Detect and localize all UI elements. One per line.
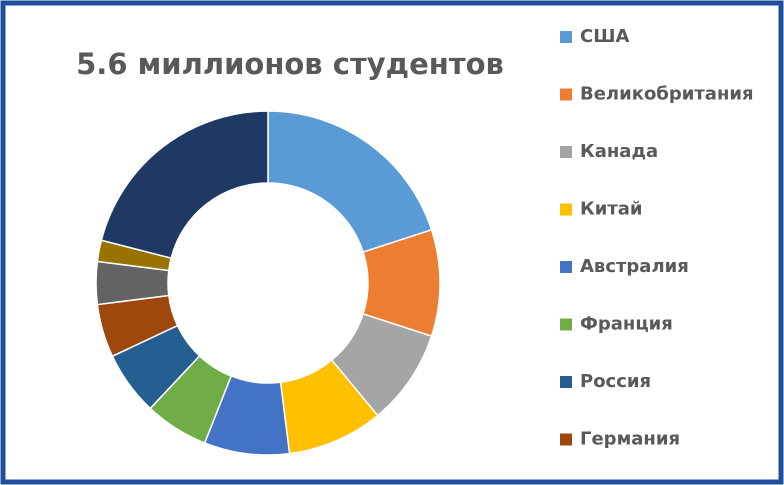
legend-label: Германия: [580, 429, 680, 450]
legend-label: Франция: [580, 314, 673, 335]
legend-label: Канада: [580, 141, 658, 162]
legend-label: Россия: [580, 371, 651, 392]
legend-swatch: [560, 318, 572, 331]
legend-swatch: [560, 88, 572, 101]
legend-swatch: [560, 146, 572, 158]
chart-title: 5.6 миллионов студентов: [76, 47, 504, 81]
legend-label: Великобритания: [580, 84, 754, 105]
legend-swatch: [560, 433, 572, 446]
legend-label: Китай: [580, 199, 643, 220]
legend-label: США: [580, 26, 629, 47]
legend-swatch: [560, 203, 572, 216]
legend-swatch: [560, 376, 572, 388]
legend-swatch: [560, 31, 572, 43]
legend-label: Австралия: [580, 256, 689, 277]
donut-segment: [100, 110, 269, 260]
legend-swatch: [560, 261, 572, 273]
